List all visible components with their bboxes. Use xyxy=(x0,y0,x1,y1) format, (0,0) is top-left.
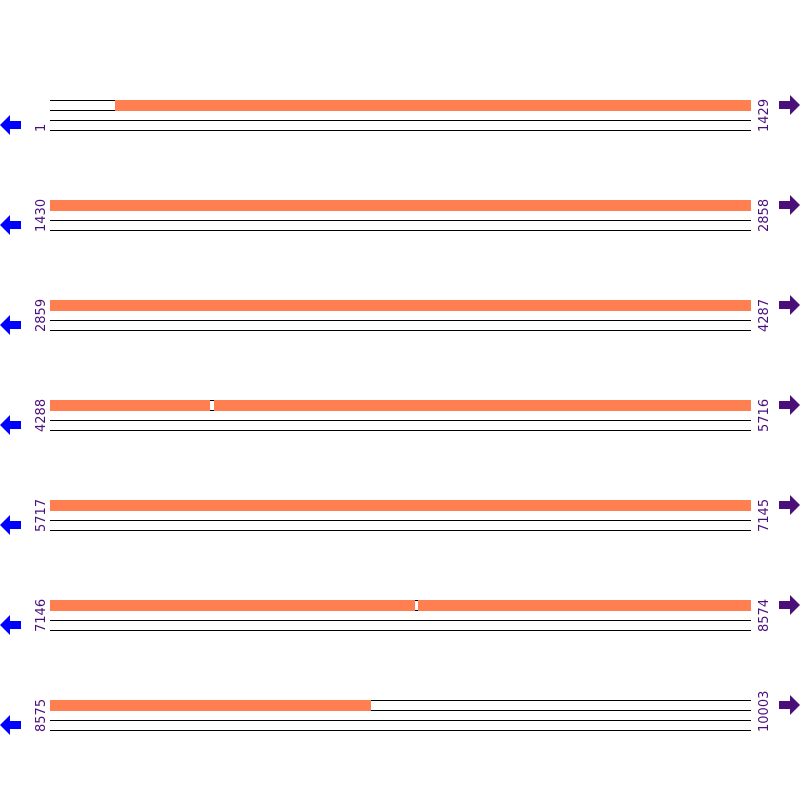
start-position-label: 2859 xyxy=(34,298,49,332)
track-line xyxy=(50,530,751,531)
track-line xyxy=(50,630,751,631)
feature-segment[interactable] xyxy=(418,600,751,611)
track-line xyxy=(50,620,751,621)
arrow-left-icon[interactable] xyxy=(0,614,22,636)
arrow-left-icon[interactable] xyxy=(0,514,22,536)
sequence-row: 7146 8574 xyxy=(0,595,800,640)
feature-segment[interactable] xyxy=(50,600,415,611)
track-line xyxy=(50,700,751,701)
end-position-label: 2858 xyxy=(757,198,772,232)
arrow-right-icon[interactable] xyxy=(779,294,800,316)
sequence-row: 1 1429 xyxy=(0,95,800,140)
feature-segment[interactable] xyxy=(50,700,371,711)
start-position-label: 5717 xyxy=(34,498,49,532)
track-line xyxy=(50,220,751,221)
sequence-row: 2859 4287 xyxy=(0,295,800,340)
arrow-left-icon[interactable] xyxy=(0,114,22,136)
sequence-row: 4288 5716 xyxy=(0,395,800,440)
arrow-right-icon[interactable] xyxy=(779,494,800,516)
track-line xyxy=(50,730,751,731)
track-line xyxy=(50,420,751,421)
start-position-label: 1430 xyxy=(34,198,49,232)
arrow-left-icon[interactable] xyxy=(0,214,22,236)
track-line xyxy=(50,710,751,711)
feature-segment[interactable] xyxy=(50,500,751,511)
start-position-label: 7146 xyxy=(34,598,49,632)
arrow-right-icon[interactable] xyxy=(779,694,800,716)
start-position-label: 4288 xyxy=(34,398,49,432)
arrow-left-icon[interactable] xyxy=(0,414,22,436)
sequence-row: 5717 7145 xyxy=(0,495,800,540)
track-line xyxy=(50,330,751,331)
start-position-label: 8575 xyxy=(34,698,49,732)
start-position-label: 1 xyxy=(34,123,49,132)
arrow-right-icon[interactable] xyxy=(779,594,800,616)
sequence-row: 1430 2858 xyxy=(0,195,800,240)
feature-segment[interactable] xyxy=(214,400,751,411)
track-line xyxy=(50,130,751,131)
end-position-label: 5716 xyxy=(757,398,772,432)
arrow-left-icon[interactable] xyxy=(0,714,22,736)
track-line xyxy=(50,720,751,721)
end-position-label: 8574 xyxy=(757,598,772,632)
end-position-label: 1429 xyxy=(757,98,772,132)
feature-segment[interactable] xyxy=(115,100,751,111)
end-position-label: 7145 xyxy=(757,498,772,532)
arrow-right-icon[interactable] xyxy=(779,94,800,116)
feature-segment[interactable] xyxy=(50,200,751,211)
track-line xyxy=(50,120,751,121)
arrow-left-icon[interactable] xyxy=(0,314,22,336)
arrow-right-icon[interactable] xyxy=(779,194,800,216)
feature-segment[interactable] xyxy=(50,300,751,311)
track-line xyxy=(50,230,751,231)
arrow-right-icon[interactable] xyxy=(779,394,800,416)
track-line xyxy=(50,520,751,521)
track-line xyxy=(50,430,751,431)
feature-segment[interactable] xyxy=(50,400,211,411)
track-line xyxy=(50,320,751,321)
end-position-label: 4287 xyxy=(757,298,772,332)
sequence-row: 8575 10003 xyxy=(0,691,800,740)
end-position-label: 10003 xyxy=(757,690,772,732)
